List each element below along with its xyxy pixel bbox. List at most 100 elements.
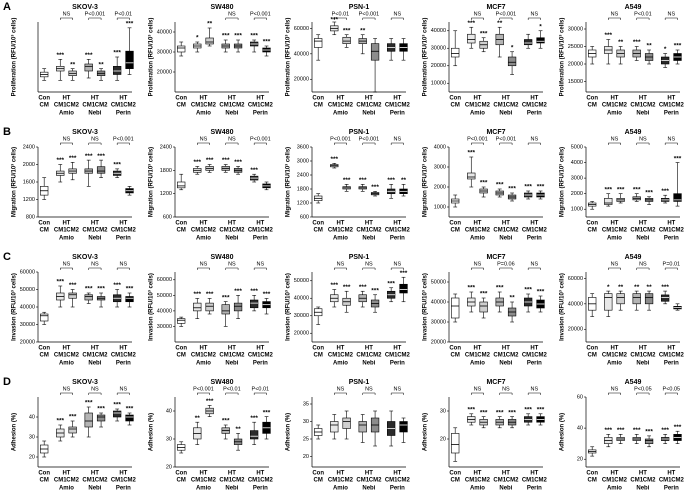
- bracket-label: NS: [611, 386, 619, 392]
- y-tick-label: 1200: [297, 200, 309, 206]
- box: [467, 33, 476, 44]
- panel-title: SW480: [211, 129, 234, 136]
- significance-stars: ***: [263, 39, 271, 46]
- bracket: [608, 142, 621, 145]
- y-tick-label: 30000: [157, 49, 172, 55]
- x-label: CM1: [385, 478, 398, 484]
- x-label: CM2: [671, 478, 684, 484]
- significance-stars: ***: [467, 407, 475, 414]
- bracket-label: NS: [365, 386, 373, 392]
- x-label: CM2: [506, 103, 519, 109]
- bracket: [390, 267, 404, 270]
- bracket-label: NS: [531, 261, 539, 267]
- group-label: Amio: [470, 111, 485, 117]
- x-label: CM1: [659, 478, 672, 484]
- bracket-label: NS: [365, 261, 373, 267]
- bracket-label: NS: [611, 11, 619, 17]
- x-label: CM1: [248, 228, 261, 234]
- x-label: CM1: [191, 478, 204, 484]
- group-label: Perin: [527, 486, 542, 492]
- x-label: CM: [40, 103, 49, 109]
- y-tick-label: 60000: [294, 26, 309, 32]
- significance-stars: ***: [69, 282, 77, 289]
- x-label: Con: [586, 471, 598, 477]
- y-axis-label: Adhesion (%): [12, 413, 18, 451]
- y-tick-label: 20000: [20, 339, 35, 345]
- y-tick-label: 40000: [431, 299, 446, 305]
- x-label: CM2: [506, 478, 519, 484]
- group-label: Amio: [607, 111, 622, 117]
- panel-title: A549: [625, 254, 642, 261]
- bracket-label: NS: [228, 261, 236, 267]
- bracket: [499, 267, 513, 270]
- group-label: Perin: [527, 236, 542, 242]
- bracket: [362, 267, 376, 270]
- bracket-label: P<0.001: [496, 136, 517, 142]
- panel-letter: B: [3, 126, 11, 138]
- bracket-label: P=0.01: [663, 261, 681, 267]
- significance-stars: ***: [85, 286, 93, 293]
- group-label: Amio: [196, 236, 211, 242]
- group-label: Perin: [664, 111, 679, 117]
- x-label: CM: [40, 478, 49, 484]
- bracket: [197, 142, 210, 145]
- bracket: [608, 17, 621, 20]
- x-label: CM1: [493, 103, 506, 109]
- significance-stars: ***: [263, 409, 271, 416]
- significance-stars: ***: [250, 167, 258, 174]
- box: [96, 414, 106, 422]
- x-label: Con: [449, 96, 461, 102]
- x-label: CM2: [477, 228, 490, 234]
- bracket-label: P<0.05: [634, 386, 652, 392]
- y-axis-label: Migration (RFU/10³ cells): [285, 147, 292, 217]
- group-label: Nebi: [636, 111, 649, 117]
- bracket-label: NS: [668, 11, 676, 17]
- bracket-label: NS: [257, 261, 265, 267]
- y-tick-label: 25000: [568, 44, 583, 50]
- y-tick-label: 20: [577, 457, 583, 463]
- x-label: Con: [38, 346, 50, 352]
- bracket-label: NS: [91, 136, 99, 142]
- y-axis-label: Proliferation (RFU/10³ cells): [559, 18, 566, 97]
- y-tick-label: 4000: [434, 144, 446, 150]
- x-label: CM: [588, 478, 597, 484]
- bracket: [116, 392, 130, 395]
- bracket-label: P<0.01: [115, 11, 133, 17]
- group-label: Perin: [390, 111, 405, 117]
- group-label: Nebi: [362, 236, 375, 242]
- significance-stars: **: [618, 284, 624, 291]
- x-label: CM: [177, 103, 186, 109]
- x-label: HT: [228, 346, 236, 352]
- significance-stars: **: [207, 21, 213, 28]
- x-label: HT: [256, 471, 264, 477]
- x-label: HT: [393, 346, 401, 352]
- y-axis-label: Proliferation (RFU/10³ cells): [11, 18, 18, 97]
- y-tick-label: 10000: [431, 81, 446, 87]
- box: [314, 38, 323, 48]
- x-label: CM1: [465, 353, 478, 359]
- bracket-label: NS: [337, 261, 345, 267]
- significance-stars: ***: [85, 52, 93, 59]
- y-tick-label: 60: [577, 394, 583, 400]
- significance-stars: ***: [467, 20, 475, 27]
- significance-stars: ***: [661, 427, 669, 434]
- significance-stars: ***: [524, 184, 532, 191]
- x-label: CM1: [248, 103, 261, 109]
- group-label: Nebi: [88, 361, 101, 367]
- group-label: Perin: [390, 486, 405, 492]
- group-label: Nebi: [225, 111, 238, 117]
- bracket-label: P<0.001: [113, 136, 134, 142]
- group-label: Perin: [116, 111, 131, 117]
- group-label: Amio: [470, 361, 485, 367]
- x-label: CM1: [493, 478, 506, 484]
- bracket: [471, 142, 484, 145]
- x-label: CM1: [82, 478, 95, 484]
- x-label: CM1: [465, 228, 478, 234]
- box: [68, 426, 77, 434]
- significance-stars: ***: [234, 288, 242, 295]
- bracket: [471, 17, 484, 20]
- x-label: CM: [314, 353, 323, 359]
- x-label: CM: [451, 353, 460, 359]
- y-tick-label: 60000: [20, 269, 35, 275]
- x-label: CM1: [602, 228, 615, 234]
